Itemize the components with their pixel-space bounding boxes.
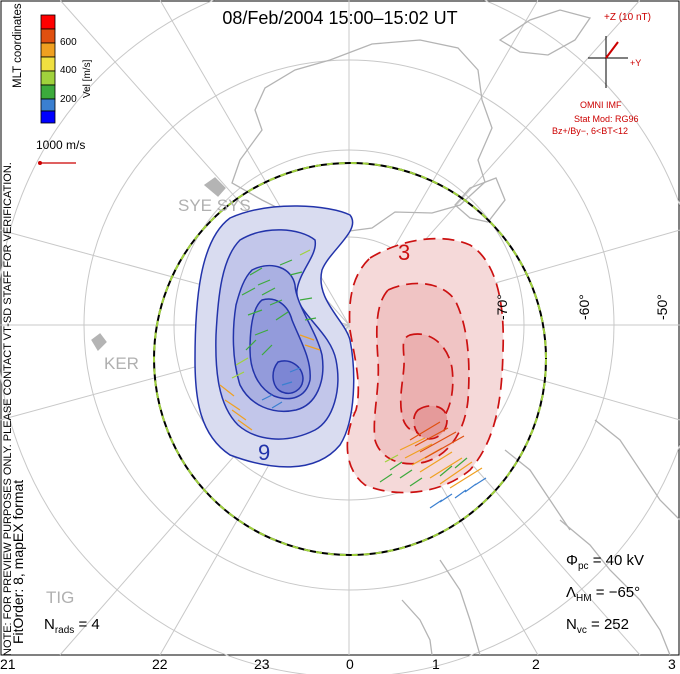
- station-sye-sys: SYE SYS: [178, 196, 251, 215]
- nvc-sub: vc: [576, 625, 587, 636]
- mlt-label-1: 1: [432, 656, 440, 672]
- coordinates-label: MLT coordinates: [12, 3, 24, 88]
- stat-model-range: Bz+/By−, 6<BT<12: [552, 126, 629, 136]
- mlt-label-2: 2: [532, 656, 540, 672]
- scale-vector-label: 1000 m/s: [36, 138, 86, 152]
- phi-sub: pc: [577, 561, 589, 572]
- imf-source-label: OMNI IMF: [580, 100, 622, 110]
- hm-latitude: ΛHM = −65°: [566, 584, 640, 604]
- station-tig: TIG: [46, 588, 75, 607]
- nvc-symbol: N: [566, 616, 577, 633]
- latitude-label-60: -60°: [576, 294, 592, 320]
- phi-symbol: Φ: [566, 552, 578, 569]
- nrads-value: = 4: [78, 616, 100, 633]
- imf-y-label: +Y: [630, 58, 642, 68]
- mlt-label-3: 3: [668, 656, 676, 672]
- imf-z-label: +Z (10 nT): [604, 12, 651, 23]
- mlt-label-21: 21: [0, 656, 16, 672]
- cross-polar-potential: Φpc = 40 kV: [566, 552, 644, 572]
- station-ker: KER: [104, 354, 139, 373]
- contour-label-negative: 9: [258, 440, 271, 465]
- nvc-value: = 252: [591, 616, 629, 633]
- radar-count: Nrads = 4: [44, 616, 100, 636]
- positive-potential-cell: [346, 237, 505, 494]
- map-title: 08/Feb/2004 15:00–15:02 UT: [222, 8, 458, 28]
- negative-potential-cell: [194, 205, 355, 468]
- lambda-value: = −65°: [595, 584, 641, 601]
- vector-count: Nvc = 252: [566, 616, 629, 636]
- colorbar-label: Vel [m/s]: [82, 59, 93, 98]
- mlt-label-23: 23: [254, 656, 270, 672]
- stat-model-label: Stat Mod: RG96: [574, 114, 639, 124]
- phi-value: = 40 kV: [592, 552, 644, 569]
- colorbar-tick-600: 600: [60, 37, 77, 48]
- latitude-label-50: -50°: [654, 294, 670, 320]
- mlt-label-22: 22: [152, 656, 168, 672]
- lambda-sub: HM: [576, 593, 592, 604]
- mlt-label-0: 0: [346, 656, 354, 672]
- colorbar-tick-200: 200: [60, 94, 77, 105]
- hm-boundary-dash: [153, 162, 547, 556]
- scale-vector: [38, 161, 76, 165]
- plot-frame: [0, 0, 680, 656]
- fit-order-label: FitOrder: 8, mapEX format: [10, 479, 26, 644]
- colorbar-tick-400: 400: [60, 65, 77, 76]
- imf-dial: [588, 36, 628, 88]
- velocity-vectors: [219, 249, 487, 509]
- nrads-symbol: N: [44, 616, 55, 633]
- colorbar: [40, 14, 56, 124]
- latitude-label-70: -70°: [494, 294, 510, 320]
- lambda-symbol: Λ: [566, 584, 577, 601]
- nrads-sub: rads: [54, 625, 75, 636]
- contour-label-positive: 3: [398, 240, 411, 265]
